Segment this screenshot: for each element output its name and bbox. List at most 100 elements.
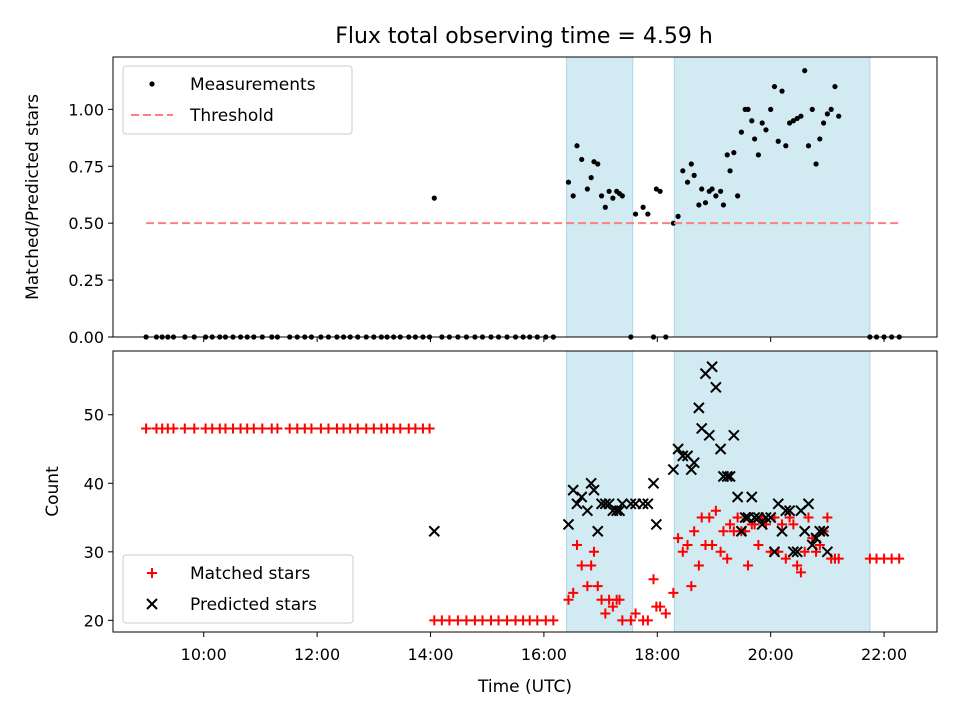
y-tick-label: 40 [84, 474, 104, 493]
measurement-point [720, 202, 727, 208]
measurement-point [790, 118, 796, 124]
matched-star-point [395, 423, 406, 434]
shaded-interval [673, 56, 871, 338]
x-tick-label: 20:00 [748, 645, 794, 664]
panel-counts: 20 30 40 50 10:00 12:00 14:00 16:00 18:00 20:00 22… [43, 350, 938, 697]
measurement-point [675, 213, 681, 219]
predicted-star-point [642, 498, 654, 510]
measurement-point [684, 179, 691, 185]
matched-star-point [780, 553, 791, 564]
matched-star-point [648, 574, 659, 585]
predicted-star-point [783, 504, 796, 517]
matched-star-point [718, 526, 729, 537]
matched-star-point [444, 615, 455, 626]
matched-star-point [642, 615, 653, 626]
legend-label: Measurements [190, 75, 316, 95]
predicted-star-point [672, 443, 684, 455]
matched-star-point [682, 539, 693, 550]
matched-star-point [576, 560, 587, 571]
measurement-point [813, 161, 819, 167]
legend-label: Predicted stars [190, 595, 317, 615]
predicted-star-point [817, 525, 830, 537]
measurement-point [786, 120, 793, 126]
measurement-point [794, 115, 800, 122]
measurement-point [680, 168, 686, 174]
matched-star-point [722, 553, 733, 564]
predicted-star-point [592, 525, 604, 537]
matched-star-point [248, 423, 259, 434]
matched-star-point [607, 601, 618, 612]
legend-marker [146, 598, 158, 610]
predicted-star-point [588, 484, 600, 496]
y-tick-label: 30 [84, 543, 104, 562]
measurement-point [718, 188, 724, 194]
measurement-point [771, 83, 778, 90]
predicted-star-point [625, 498, 637, 510]
y-tick-label: 0.75 [68, 157, 104, 176]
matched-star-point [725, 519, 736, 530]
matched-star-point [668, 587, 679, 598]
measurement-point [749, 118, 755, 124]
matched-star-point [689, 526, 700, 537]
matched-star-point [777, 519, 788, 530]
predicted-star-point [764, 511, 777, 524]
chart-title: Flux total observing time = 4.59 h [335, 24, 713, 49]
matched-star-point [710, 505, 721, 516]
measurement-point [595, 161, 601, 167]
measurement-point [709, 186, 715, 192]
measurement-point [591, 159, 597, 165]
matched-star-point [833, 553, 844, 564]
matched-star-point [753, 539, 764, 550]
measurement-point [775, 138, 781, 144]
predicted-star-point [746, 491, 758, 503]
legend-box [122, 65, 353, 135]
predicted-star-point [739, 511, 751, 524]
measurement-point [610, 195, 616, 201]
measurement-point [606, 188, 612, 194]
matched-star-point [272, 423, 283, 434]
measurement-point [832, 83, 838, 90]
matched-star-point [168, 423, 179, 434]
matched-star-point [822, 512, 833, 523]
matched-star-point [803, 512, 814, 523]
x-tick-label: 14:00 [407, 645, 453, 664]
measurement-point [570, 193, 576, 199]
matched-star-point [582, 581, 593, 592]
predicted-star-point [776, 525, 788, 537]
measurement-point [588, 175, 594, 181]
measurement-point [640, 204, 646, 210]
measurement-point [713, 193, 719, 199]
predicted-star-point [806, 539, 818, 551]
matched-star-point [792, 560, 803, 571]
panel-ratio: 0.00 0.25 0.50 0.75 1.00 Matched/Predicted st… [23, 56, 938, 347]
matched-star-point [686, 581, 697, 592]
predicted-star-point [703, 429, 715, 442]
measurement-point [802, 68, 808, 74]
measurement-point [657, 188, 663, 194]
x-tick-label: 18:00 [634, 645, 680, 664]
x-tick-label: 16:00 [521, 645, 567, 664]
matched-star-point [141, 423, 152, 434]
predicted-star-point [802, 498, 815, 510]
measurement-point [752, 136, 758, 142]
y-tick-label: 20 [84, 611, 104, 630]
matched-star-point [617, 615, 628, 626]
x-tick-label: 22:00 [861, 645, 907, 664]
measurement-point [828, 106, 834, 112]
y-tick-label: 0.25 [68, 271, 104, 290]
matched-star-point [563, 594, 574, 605]
predicted-star-point [677, 450, 689, 462]
matched-star-point [673, 533, 684, 544]
predicted-star-point [721, 470, 733, 483]
measurement-point [574, 143, 580, 149]
predicted-star-point [693, 402, 705, 414]
matched-star-point [732, 512, 743, 523]
measurement-point [763, 127, 769, 133]
predicted-star-point [616, 498, 629, 510]
measurement-point [632, 211, 639, 217]
matched-star-point [571, 539, 582, 550]
y-tick-label: 0.00 [68, 328, 104, 347]
predicted-star-point [706, 361, 718, 373]
matched-star-point [660, 608, 671, 619]
matched-star-point [704, 512, 715, 523]
